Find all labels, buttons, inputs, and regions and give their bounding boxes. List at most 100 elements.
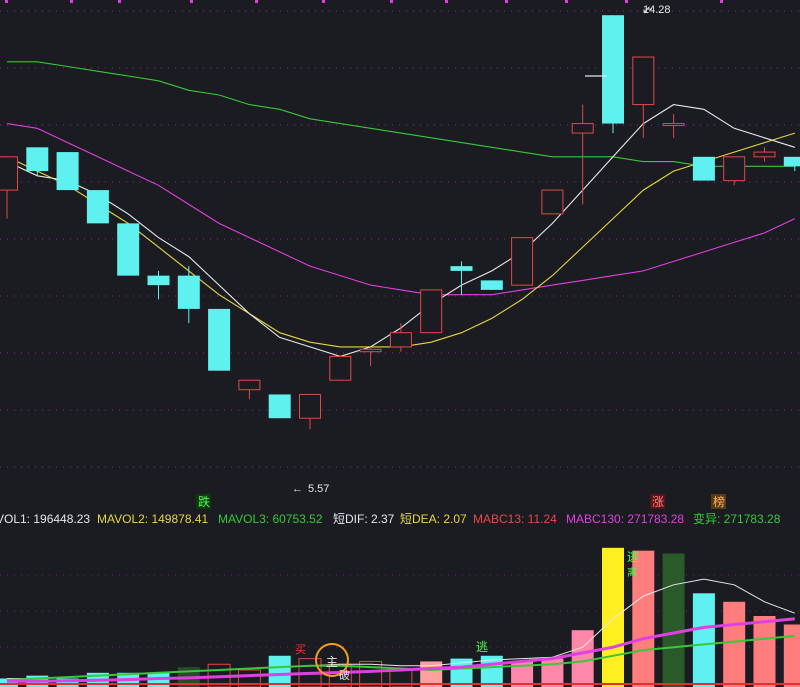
candle-up	[662, 114, 685, 138]
candle-up	[389, 323, 412, 352]
candle-body	[450, 266, 473, 271]
candle-up	[359, 346, 382, 366]
top-dot	[720, 0, 723, 3]
candle-down	[117, 223, 140, 276]
volume-bar	[511, 661, 534, 687]
low-annotation: ← 5.57	[292, 483, 329, 495]
indicator-dif: 短DIF: 2.37	[333, 512, 395, 526]
candle-down	[26, 147, 49, 176]
candle-body	[117, 223, 140, 276]
volume-bar	[783, 624, 800, 687]
volume-bar	[692, 593, 715, 687]
ma-magenta-line	[6, 123, 796, 296]
low-price-label: 5.57	[308, 483, 329, 495]
volume-bar	[662, 553, 685, 687]
candle-up	[632, 56, 655, 138]
indicator-mavol3: MAVOL3: 60753.52	[218, 512, 323, 526]
candle-body	[511, 237, 534, 286]
indicator-dea: 短DEA: 2.07	[400, 512, 467, 526]
badge-rise-text: 涨	[652, 494, 664, 509]
candle-body	[0, 156, 18, 191]
badge-fall[interactable]: 跌	[196, 494, 211, 509]
signal-circle-bottom: 破	[339, 668, 350, 682]
candle-down	[783, 156, 800, 172]
candle-down	[177, 266, 200, 324]
candle-body	[268, 394, 291, 419]
top-dot	[565, 0, 568, 3]
candle-down	[480, 280, 503, 290]
indicator-variance: 变异: 271783.28	[693, 511, 781, 526]
signal-escape-mid: 逃	[476, 640, 488, 654]
candle-down	[56, 152, 79, 191]
top-dot	[505, 0, 508, 3]
candle-body	[753, 151, 776, 158]
price-grid	[0, 10, 800, 468]
signal-circle-marker	[315, 643, 349, 677]
indicator-mabc130: MABC130: 271783.28	[566, 512, 684, 526]
signal-circle-top: 主	[326, 655, 338, 669]
volume-bar	[723, 601, 746, 687]
candle-body	[692, 156, 715, 181]
indicator-mavol2: MAVOL2: 149878.41	[97, 512, 209, 526]
candle-body	[238, 379, 261, 391]
candlesticks[interactable]	[0, 15, 800, 430]
volume-bar	[541, 658, 564, 687]
indicator-mabc13: MABC13: 11.24	[473, 512, 557, 526]
candle-body	[723, 156, 746, 182]
high-price-label: 14.28	[643, 4, 671, 16]
candle-body	[177, 275, 200, 309]
badge-list[interactable]: 榜	[711, 494, 726, 509]
volume-bar	[571, 630, 594, 687]
top-dot	[5, 0, 8, 3]
candle-body	[208, 308, 231, 371]
candle-up	[329, 355, 352, 381]
indicator-values: VOL1: 196448.23 MAVOL2: 149878.41 MAVOL3…	[0, 511, 781, 526]
candle-body	[420, 289, 443, 334]
candle-up	[753, 147, 776, 162]
candle-body	[147, 275, 170, 286]
candle-down	[268, 394, 291, 419]
volume-bar	[753, 616, 776, 687]
badge-rise[interactable]: 涨	[650, 494, 665, 509]
candle-body	[541, 189, 564, 215]
candle-body	[662, 123, 685, 127]
top-marker-dots	[5, 0, 723, 3]
candle-up	[511, 237, 534, 286]
candle-up	[723, 156, 746, 186]
high-arrow: ↙	[642, 4, 651, 16]
candle-body	[632, 56, 655, 106]
candle-up	[541, 189, 564, 215]
vol-magenta-line	[7, 617, 795, 683]
candle-body	[329, 355, 352, 381]
candle-body	[86, 190, 109, 224]
candle-down	[208, 308, 231, 371]
candle-body	[56, 152, 79, 191]
candle-up	[571, 104, 594, 205]
badge-fall-text: 跌	[198, 494, 210, 509]
ma-green-line	[7, 61, 795, 167]
candle-body	[480, 280, 503, 290]
low-arrow: ←	[292, 483, 303, 495]
candle-body	[359, 348, 382, 353]
candle-body	[299, 393, 321, 419]
candle-up	[238, 379, 261, 400]
volume-bar	[56, 678, 79, 687]
candle-up	[0, 156, 18, 219]
candle-body	[26, 147, 49, 172]
candle-body	[783, 156, 800, 167]
candle-down	[450, 261, 473, 295]
candle-body	[389, 332, 412, 348]
volume-signals: 逃 离 逃 买 主 破	[295, 550, 639, 682]
candle-body	[571, 123, 594, 134]
volume-bar	[268, 655, 291, 687]
volume-bar	[632, 550, 655, 687]
signal-escape-top: 逃	[627, 550, 639, 564]
top-dot	[322, 0, 325, 3]
signal-buy: 买	[295, 643, 306, 656]
volume-bar	[602, 547, 624, 687]
top-dot	[190, 0, 193, 3]
volume-average-lines	[0, 578, 800, 685]
candle-down	[147, 270, 170, 300]
badge-list-text: 榜	[713, 494, 725, 509]
